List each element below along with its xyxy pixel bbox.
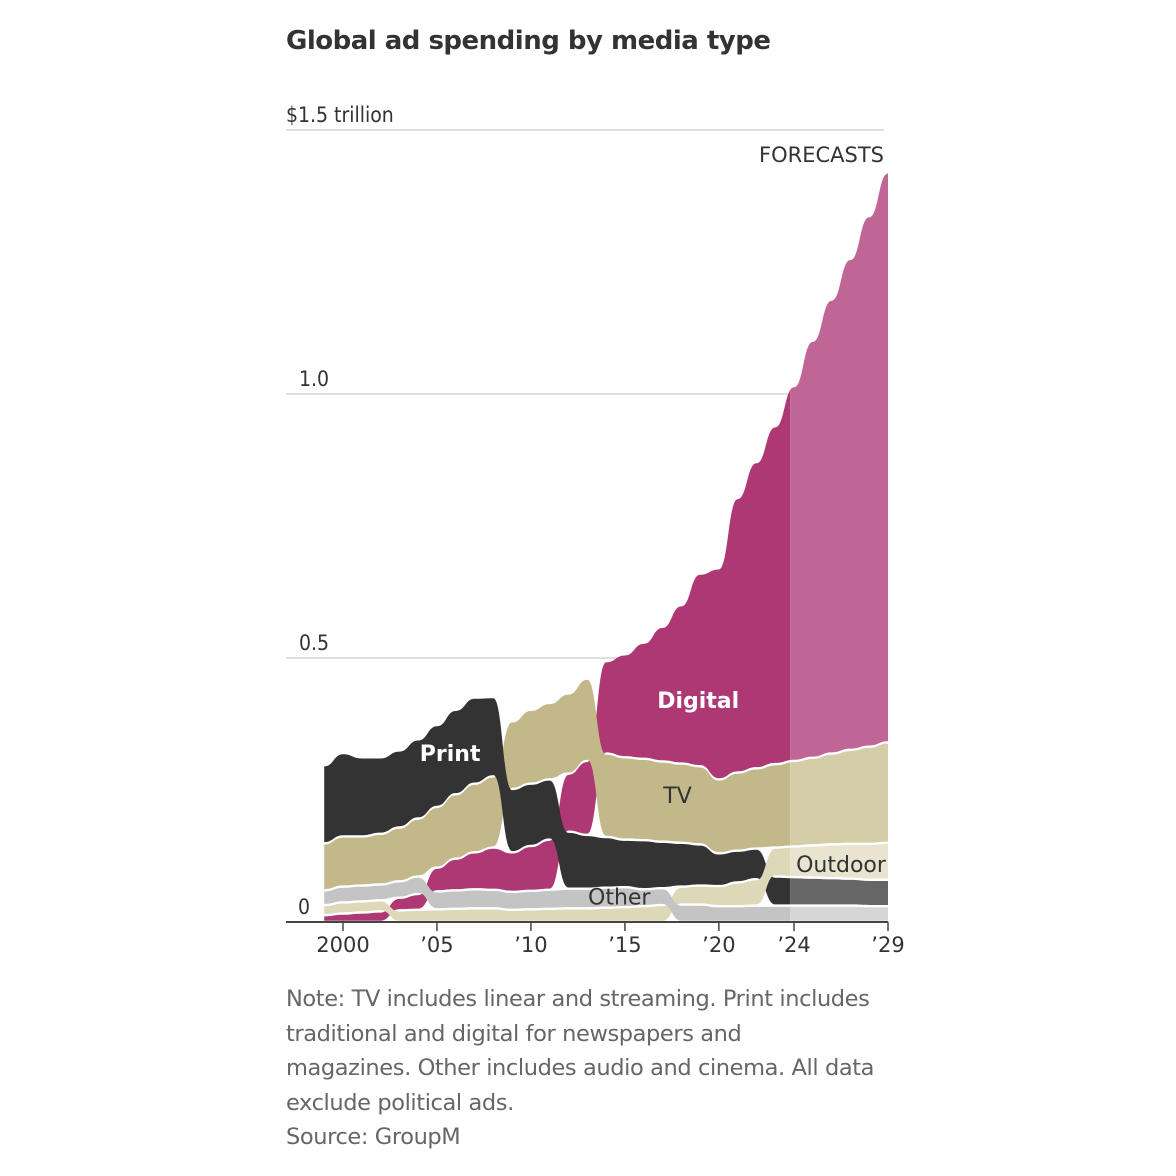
label-digital: Digital (657, 689, 739, 714)
y-tick-label: 0.5 (299, 631, 329, 655)
note-line: traditional and digital for newspapers a… (286, 1020, 742, 1047)
y-tick-label: 0 (298, 895, 310, 919)
note-line: exclude political ads. (286, 1089, 514, 1116)
forecast-region: FORECASTS (759, 143, 884, 167)
forecast-label: FORECASTS (759, 143, 884, 167)
x-tick-label: ’24 (777, 933, 810, 957)
x-axis: 2000 ’05 ’10 ’15 ’20 ’24 ’29 (286, 921, 905, 957)
x-tick-label: ’20 (702, 933, 735, 957)
area-bands (324, 173, 888, 921)
x-tick-label: ’05 (420, 933, 453, 957)
x-tick-label: ’29 (871, 933, 904, 957)
chart-note: Note: TV includes linear and streaming. … (286, 982, 896, 1155)
band-print (324, 698, 791, 905)
label-print: Print (420, 742, 481, 767)
label-outdoor: Outdoor (796, 853, 887, 878)
source-line: Source: GroupM (286, 1124, 461, 1150)
band-outdoor-forecast (790, 844, 888, 879)
y-axis-labels: 0 0.5 1.0 $1.5 trillion (286, 103, 394, 919)
x-tick-label: ’10 (514, 933, 547, 957)
label-other: Other (588, 886, 651, 911)
band-digital (324, 390, 791, 921)
chart: 0 0.5 1.0 $1.5 trillion FORECASTS 2000 ’05 ’1… (286, 103, 905, 957)
chart-title: Global ad spending by media type (286, 26, 771, 56)
note-line: Note: TV includes linear and streaming. … (286, 986, 870, 1012)
band-tv (324, 679, 791, 890)
y-tick-label: 1.0 (299, 367, 329, 391)
band-digital-forecast (790, 173, 888, 760)
band-print-forecast (790, 878, 888, 905)
label-tv: TV (662, 784, 692, 809)
y-tick-label: $1.5 trillion (286, 103, 394, 127)
band-tv-forecast (790, 743, 888, 846)
series-labels: Print Digital TV Outdoor Other (420, 689, 887, 910)
x-tick-label: 2000 (316, 933, 369, 957)
note-line: magazines. Other includes audio and cine… (286, 1055, 875, 1081)
x-tick-label: ’15 (608, 933, 641, 957)
band-other (324, 877, 791, 921)
band-other-forecast (790, 906, 888, 921)
